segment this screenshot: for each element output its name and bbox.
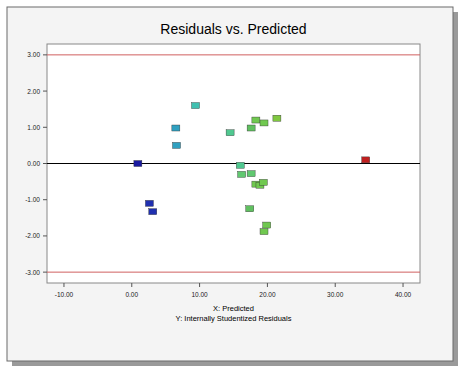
point <box>247 171 255 177</box>
point <box>173 142 181 148</box>
reference-line <box>47 272 420 273</box>
point <box>236 162 244 168</box>
point <box>263 222 271 228</box>
x-tick <box>131 283 132 287</box>
y-tick <box>43 127 47 128</box>
y-tick <box>43 235 47 236</box>
x-tick-label: -10.00 <box>55 291 74 298</box>
x-tick <box>199 283 200 287</box>
x-axis-label: X: Predicted <box>213 304 254 313</box>
point <box>273 115 281 121</box>
y-tick-label: 1.00 <box>27 124 40 131</box>
chart: Residuals vs. Predicted -10.00 0.00 10.00 20… <box>0 0 464 372</box>
x-tick <box>267 283 268 287</box>
y-tick <box>43 199 47 200</box>
x-tick <box>63 283 64 287</box>
point <box>145 200 153 206</box>
x-tick-label: 30.00 <box>327 291 344 298</box>
x-tick-label: 20.00 <box>259 291 276 298</box>
point <box>362 157 370 163</box>
point <box>259 179 267 185</box>
y-tick-label: -1.00 <box>25 196 40 203</box>
point <box>134 161 142 167</box>
point <box>260 120 268 126</box>
point <box>149 209 157 215</box>
y-tick <box>43 54 47 55</box>
y-tick-label: 2.00 <box>27 88 40 95</box>
point <box>247 125 255 131</box>
y-tick <box>43 163 47 164</box>
x-tick-label: 0.00 <box>125 291 138 298</box>
y-axis-label: Y: Internally Studentized Residuals <box>176 314 292 323</box>
y-tick-label: -2.00 <box>25 232 40 239</box>
point <box>252 117 260 123</box>
title: Residuals vs. Predicted <box>160 21 306 37</box>
y-tick-label: 0.00 <box>27 160 40 167</box>
point <box>260 229 268 235</box>
y-tick-label: -3.00 <box>25 269 40 276</box>
x-tick <box>335 283 336 287</box>
reference-line <box>47 54 420 55</box>
marks <box>47 55 420 272</box>
y-tick <box>43 91 47 92</box>
point <box>238 171 246 177</box>
y-tick <box>43 272 47 273</box>
reference-line <box>47 163 420 164</box>
x-tick-label: 40.00 <box>395 291 412 298</box>
y-tick-label: 3.00 <box>27 51 40 58</box>
x-tick-label: 10.00 <box>191 291 208 298</box>
x-tick <box>403 283 404 287</box>
point <box>246 206 254 212</box>
plot-area <box>47 44 420 283</box>
point <box>226 130 234 136</box>
panel <box>7 7 453 361</box>
point <box>172 125 180 131</box>
point <box>192 103 200 109</box>
